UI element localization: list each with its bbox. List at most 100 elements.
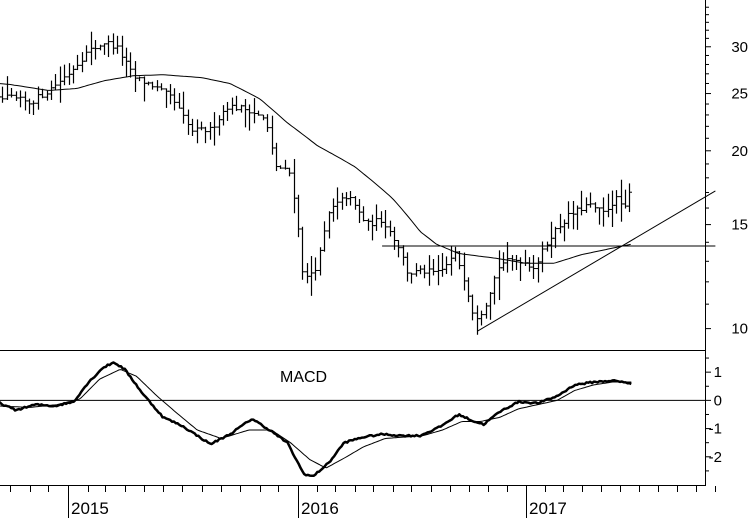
- price-bar: [14, 91, 19, 101]
- price-bar: [614, 190, 619, 214]
- price-bar: [45, 90, 50, 101]
- price-bar: [133, 61, 138, 93]
- price-bar: [106, 35, 111, 58]
- price-bar: [0, 96, 1, 98]
- price-bar: [549, 221, 554, 258]
- price-bar: [492, 275, 497, 305]
- price-bar: [558, 213, 563, 234]
- price-bar: [75, 54, 80, 71]
- macd-line: [0, 361, 632, 478]
- price-bar: [566, 201, 571, 229]
- price-bar: [5, 76, 10, 100]
- price-bar: [0, 86, 5, 103]
- price-bar: [150, 81, 155, 90]
- price-bar: [540, 241, 545, 273]
- price-tick-label: 30: [731, 39, 748, 56]
- year-label: 2015: [71, 499, 109, 518]
- price-panel: 10 15 20 25 30: [0, 6, 748, 338]
- price-bar: [111, 33, 116, 55]
- frame-lines: [0, 0, 706, 486]
- price-bar: [124, 47, 129, 77]
- price-bar: [155, 80, 160, 92]
- price-bar: [361, 206, 366, 222]
- macd-panel-title: MACD: [280, 369, 327, 386]
- price-bar: [562, 219, 567, 242]
- price-bar: [388, 220, 393, 237]
- price-bar: [414, 263, 419, 277]
- macd-axis: 1 0 -1 -2: [705, 357, 722, 472]
- price-bar: [186, 109, 191, 135]
- price-bar: [331, 198, 336, 222]
- price-bar: [484, 302, 489, 319]
- price-bar: [53, 74, 58, 91]
- price-bar: [265, 114, 270, 132]
- price-bar: [177, 92, 182, 109]
- year-label: 2016: [301, 499, 339, 518]
- price-bar: [84, 45, 89, 62]
- price-tick-label: 20: [731, 143, 748, 160]
- price-bar: [159, 83, 164, 91]
- price-bar: [256, 110, 261, 116]
- price-bar: [553, 226, 558, 249]
- price-bar: [278, 165, 283, 169]
- time-axis: 2015 2016 2017: [10, 486, 716, 518]
- price-bar: [444, 256, 449, 275]
- price-bar: [370, 214, 375, 241]
- price-bar: [309, 256, 314, 296]
- price-bar: [462, 252, 467, 291]
- price-tick-label: 10: [731, 321, 748, 338]
- price-bar: [597, 207, 602, 225]
- price-bar: [510, 255, 515, 271]
- price-bar: [93, 40, 98, 60]
- price-bar: [270, 115, 275, 155]
- price-bar: [366, 218, 371, 231]
- price-bar: [190, 118, 195, 136]
- price-bar: [514, 254, 519, 271]
- moving-average-line: [0, 74, 631, 264]
- price-bar: [518, 257, 523, 281]
- price-bar: [383, 209, 388, 239]
- price-bar: [31, 100, 36, 115]
- price-bar: [531, 255, 536, 279]
- price-bar: [58, 66, 63, 103]
- price-bar: [501, 252, 506, 271]
- price-bar: [225, 101, 230, 121]
- price-axis: 10 15 20 25 30: [705, 6, 748, 338]
- price-bar: [247, 104, 252, 131]
- price-bar: [305, 263, 310, 284]
- price-bar: [335, 187, 340, 220]
- macd-panel: MACD 1 0 -1 -2: [0, 357, 722, 478]
- price-bar: [610, 190, 615, 227]
- price-bar: [318, 247, 323, 276]
- price-bar: [9, 87, 14, 98]
- price-bar: [601, 197, 606, 227]
- price-bar: [440, 253, 445, 277]
- macd-tick-label: 1: [714, 364, 722, 381]
- price-bar: [142, 76, 147, 102]
- trend-line: [477, 190, 716, 332]
- price-bar: [199, 121, 204, 131]
- price-bar: [146, 81, 151, 86]
- price-bars: [0, 31, 632, 335]
- price-bar: [340, 192, 345, 210]
- price-bar: [627, 183, 632, 213]
- price-bar: [212, 112, 217, 146]
- price-bar: [527, 257, 532, 272]
- price-bar: [479, 310, 484, 326]
- price-bar: [322, 221, 327, 252]
- price-bar: [18, 90, 23, 108]
- price-bar: [296, 194, 301, 238]
- price-bar: [357, 199, 362, 224]
- price-bar: [313, 257, 318, 281]
- price-bar: [287, 167, 292, 177]
- year-label: 2017: [529, 499, 567, 518]
- price-bar: [80, 52, 85, 73]
- price-bar: [470, 294, 475, 321]
- price-bar: [27, 98, 32, 114]
- price-bar: [409, 272, 414, 284]
- signal-line: [0, 369, 632, 469]
- price-bar: [217, 115, 222, 136]
- price-bar: [505, 242, 510, 273]
- price-bar: [120, 35, 125, 66]
